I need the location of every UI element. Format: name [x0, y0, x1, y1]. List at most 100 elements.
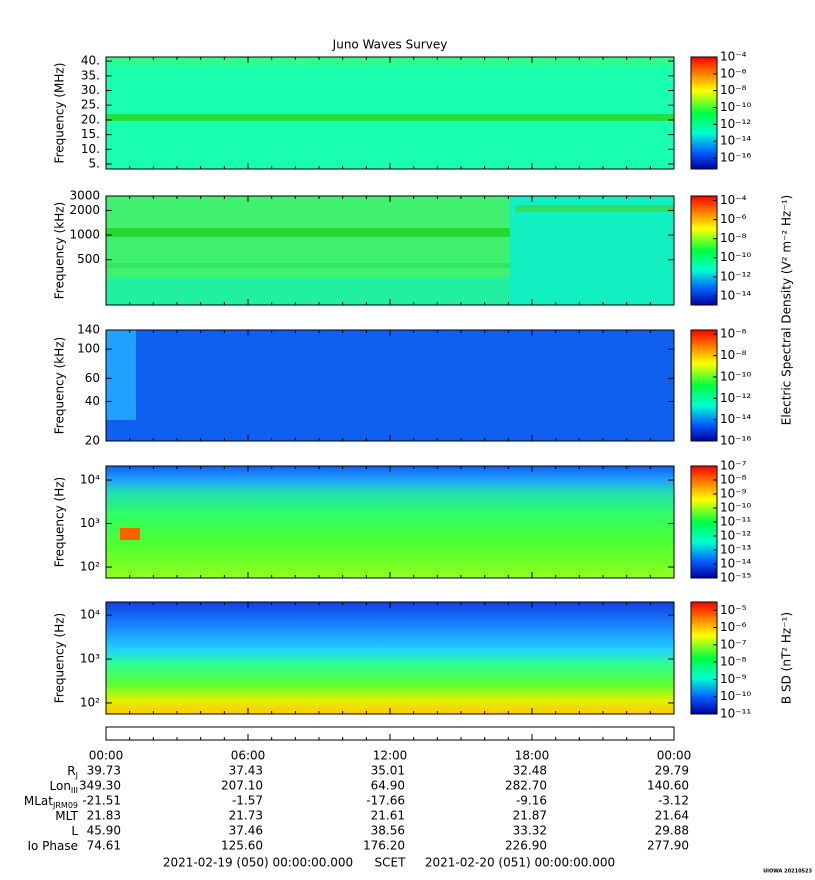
- y-tick-label: 30.: [81, 83, 100, 97]
- y-tick-label: 10⁴: [80, 473, 100, 487]
- ephemeris-value: 226.90: [505, 839, 547, 853]
- ephemeris-value: 140.60: [647, 779, 689, 793]
- colorbar-tick-label: 10⁻¹²: [720, 529, 751, 543]
- spectrogram-images: [106, 57, 674, 714]
- ephemeris-value: 33.32: [513, 824, 547, 838]
- y-tick-label: 10⁴: [80, 608, 100, 622]
- band: [106, 228, 510, 237]
- title: Juno Waves Survey: [332, 38, 448, 52]
- colorbar-tick-label: 10⁻¹¹: [720, 515, 751, 529]
- time-label: 12:00: [373, 749, 408, 763]
- colorbar-label: B SD (nT² Hz⁻¹): [780, 612, 794, 704]
- ephemeris-value: 39.73: [87, 764, 121, 778]
- colorbar-tick-label: 10⁻¹⁰: [720, 100, 751, 114]
- colorbar-tick-label: 10⁻⁴: [720, 193, 747, 207]
- ephemeris-value: 38.56: [371, 824, 405, 838]
- band: [120, 528, 140, 540]
- colorbar-tick-label: 10⁻¹⁴: [720, 412, 751, 426]
- band: [106, 114, 674, 121]
- spectrogram-3: [106, 330, 674, 441]
- colorbar-tick-label: 10⁻⁸: [720, 473, 747, 487]
- colorbar-tick-label: 10⁻¹⁴: [720, 288, 751, 302]
- spectrogram-1: [106, 57, 674, 169]
- ephemeris-value: 125.60: [221, 839, 263, 853]
- colorbar-tick-label: 10⁻¹⁰: [720, 501, 751, 515]
- y-tick-label: 15.: [81, 127, 100, 141]
- colorbar: [690, 56, 718, 170]
- ephemeris-value: -3.12: [658, 794, 689, 808]
- y-tick-label: 25.: [81, 98, 100, 112]
- ephemeris-name: L: [71, 824, 78, 838]
- ephemeris-value: 37.46: [229, 824, 263, 838]
- end-time: 2021-02-20 (051) 00:00:00.000: [425, 856, 615, 870]
- colorbar-tick-label: 10⁻⁸: [720, 231, 747, 245]
- colorbar-tick-label: 10⁻¹²: [720, 117, 751, 131]
- ephemeris-label: Io Phase: [27, 839, 78, 853]
- colorbar-tick-label: 10⁻⁴: [720, 50, 747, 64]
- ephemeris-value: 74.61: [87, 839, 121, 853]
- ephemeris-value: 32.48: [513, 764, 547, 778]
- y-tick-label: 40: [85, 394, 100, 408]
- ephemeris-value: -21.51: [82, 794, 121, 808]
- y-axis-label: Frequency (MHz): [53, 63, 67, 164]
- ephemeris-value: 282.70: [505, 779, 547, 793]
- colorbar-tick-label: 10⁻⁹: [720, 487, 747, 501]
- colorbar: [690, 601, 718, 715]
- y-tick-label: 10³: [80, 652, 100, 666]
- ephemeris-sub: J: [75, 771, 78, 780]
- y-tick-label: 3000: [69, 189, 100, 203]
- y-tick-label: 2000: [69, 203, 100, 217]
- colorbar-tick-label: 10⁻¹¹: [720, 707, 751, 721]
- colorbar-tick-label: 10⁻¹⁰: [720, 689, 751, 703]
- ephemeris-name: MLat: [24, 794, 53, 808]
- y-tick-label: 20: [85, 434, 100, 448]
- spectrogram-5: [106, 602, 674, 714]
- y-tick-label: 10.: [81, 142, 100, 156]
- ephemeris-value: -1.57: [232, 794, 263, 808]
- colorbar-tick-label: 10⁻¹²: [720, 391, 751, 405]
- colorbar-tick-label: 10⁻¹⁵: [720, 571, 751, 585]
- ephemeris-name: Lon: [50, 779, 71, 793]
- y-tick-label: 1000: [69, 228, 100, 242]
- ephemeris-value: -17.66: [366, 794, 405, 808]
- colorbar-tick-label: 10⁻¹⁶: [720, 151, 751, 165]
- ephemeris-label: MLT: [55, 809, 78, 823]
- colorbar-label: Electric Spectral Density (V² m⁻² Hz⁻¹): [780, 195, 794, 425]
- ephemeris-value: 35.01: [371, 764, 405, 778]
- colorbar-tick-label: 10⁻¹⁰: [720, 250, 751, 264]
- ephemeris-value: 207.10: [221, 779, 263, 793]
- ephemeris-value: 45.90: [87, 824, 121, 838]
- ephemeris-sub: III: [71, 786, 78, 795]
- y-tick-label: 20.: [81, 112, 100, 126]
- ephemeris-label: LonIII: [50, 779, 79, 795]
- band: [106, 330, 136, 420]
- y-tick-label: 40.: [81, 54, 100, 68]
- ephemeris-value: 21.64: [655, 809, 689, 823]
- band: [515, 205, 674, 212]
- colorbar-tick-label: 10⁻¹⁰: [720, 369, 751, 383]
- spectrogram-4: [106, 466, 674, 578]
- colorbar-tick-label: 10⁻⁸: [720, 348, 747, 362]
- scet: SCET: [375, 856, 407, 870]
- colorbar-tick-label: 10⁻¹⁴: [720, 134, 751, 148]
- ephemeris-name: R: [67, 764, 75, 778]
- stamp: UIOWA 20210523: [763, 869, 812, 875]
- start-time: 2021-02-19 (050) 00:00:00.000: [163, 856, 353, 870]
- ephemeris-value: 29.88: [655, 824, 689, 838]
- ephemeris-label: RJ: [67, 764, 78, 780]
- colorbar-tick-label: 10⁻⁸: [720, 655, 747, 669]
- colorbar-tick-label: 10⁻¹³: [720, 543, 751, 557]
- colorbar-tick-label: 10⁻⁶: [720, 620, 747, 634]
- colorbar-tick-label: 10⁻⁶: [720, 66, 747, 80]
- y-axis-label: Frequency (Hz): [53, 477, 67, 568]
- colorbar-tick-label: 10⁻¹⁴: [720, 557, 751, 571]
- y-tick-label: 500: [77, 252, 100, 266]
- colorbar-tick-label: 10⁻⁶: [720, 327, 747, 341]
- ephemeris-value: 37.43: [229, 764, 263, 778]
- ephemeris-value: 277.90: [647, 839, 689, 853]
- ephemeris-value: 176.20: [363, 839, 405, 853]
- y-tick-label: 140: [77, 323, 100, 337]
- colorbar-tick-label: 10⁻⁵: [720, 603, 747, 617]
- y-tick-label: 10²: [80, 560, 100, 574]
- ephemeris-name: MLT: [55, 809, 78, 823]
